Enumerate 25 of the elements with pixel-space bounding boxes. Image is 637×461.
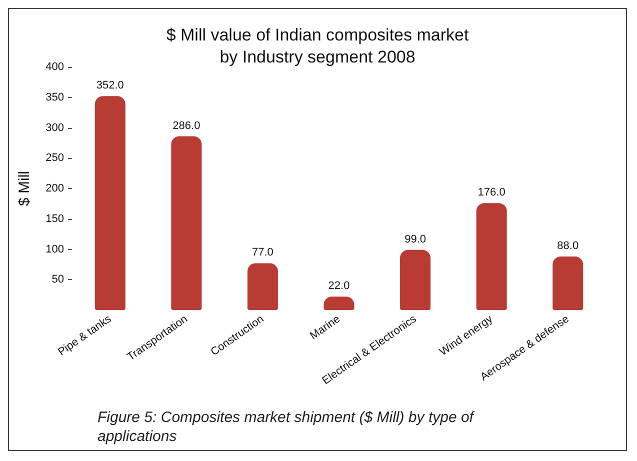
y-tick-label: 300 (46, 122, 64, 134)
data-label: 176.0 (478, 186, 506, 199)
y-axis-title: $ Mill (16, 170, 33, 206)
data-label: 88.0 (557, 240, 579, 252)
data-label: 99.0 (404, 233, 426, 246)
bar (247, 263, 278, 310)
y-tick-label: 400 (46, 61, 64, 73)
y-tick-label: 250 (46, 152, 64, 164)
y-tick-label: 150 (46, 212, 64, 225)
data-label: 352.0 (96, 80, 124, 92)
data-label: 22.0 (328, 280, 350, 292)
x-tick-label: Pipe & tanks (56, 312, 114, 358)
bar (476, 203, 507, 310)
bar (552, 256, 584, 310)
y-tick-label: 350 (46, 91, 64, 104)
data-label: 77.0 (252, 246, 274, 259)
data-label: 286.0 (172, 120, 200, 132)
y-tick-label: 200 (46, 182, 64, 194)
chart-title: $ Mill value of Indian composites market by Industry segment 2008 (166, 26, 469, 66)
bar (94, 96, 126, 310)
bar (171, 136, 202, 310)
y-tick-label: 50 (52, 274, 64, 286)
caption: Figure 5: Composites market shipment ($ Mill) by type of applications (98, 409, 478, 445)
y-tick-label: 100 (46, 243, 64, 256)
bar (400, 250, 431, 310)
